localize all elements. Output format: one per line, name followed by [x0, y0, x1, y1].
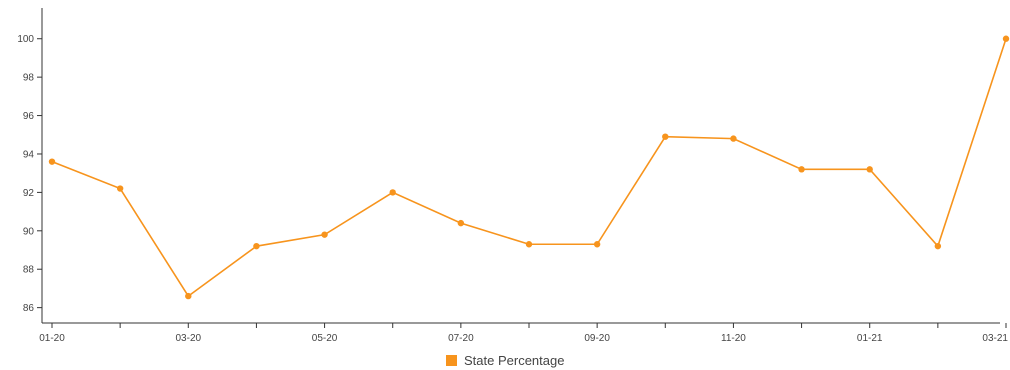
- data-point[interactable]: [321, 231, 328, 238]
- y-tick-label: 92: [23, 188, 35, 199]
- y-tick-label: 94: [23, 149, 35, 160]
- y-tick-label: 86: [23, 303, 35, 314]
- x-tick-label: 05-20: [312, 333, 338, 344]
- data-point[interactable]: [934, 242, 942, 250]
- x-tick-label: 07-20: [448, 333, 474, 344]
- y-axis: 86 88 90 92 94 96 98 100: [17, 8, 43, 323]
- data-point[interactable]: [116, 185, 124, 192]
- data-point[interactable]: [389, 189, 396, 196]
- x-tick-label: 01-21: [857, 333, 883, 344]
- data-point[interactable]: [185, 292, 192, 300]
- data-point[interactable]: [253, 242, 260, 250]
- data-point[interactable]: [730, 135, 737, 142]
- x-tick-label: 01-20: [39, 333, 65, 344]
- data-point[interactable]: [48, 158, 56, 165]
- y-tick-label: 90: [23, 226, 35, 237]
- series-layer: [48, 35, 1010, 300]
- x-tick-label: 09-20: [584, 333, 610, 344]
- x-tick-label: 11-20: [721, 333, 746, 344]
- data-point[interactable]: [457, 219, 465, 227]
- legend-swatch: [446, 355, 457, 366]
- legend: State Percentage: [446, 353, 564, 368]
- y-tick-label: 100: [17, 34, 34, 45]
- data-point[interactable]: [866, 166, 873, 173]
- x-axis: 01-20 03-20 05-20 07-20 09-20 11-20 01-21 03-21: [39, 322, 1008, 344]
- data-point[interactable]: [662, 133, 669, 140]
- data-point[interactable]: [525, 241, 533, 248]
- data-point[interactable]: [1002, 35, 1010, 42]
- legend-label: State Percentage: [464, 353, 564, 368]
- x-tick-label: 03-21: [982, 333, 1008, 344]
- data-point[interactable]: [798, 166, 805, 173]
- series-line: [51, 38, 1007, 298]
- y-tick-label: 88: [23, 265, 35, 276]
- x-tick-label: 03-20: [175, 333, 201, 344]
- y-tick-label: 98: [23, 73, 35, 84]
- y-tick-label: 96: [23, 111, 35, 122]
- data-point[interactable]: [593, 241, 601, 248]
